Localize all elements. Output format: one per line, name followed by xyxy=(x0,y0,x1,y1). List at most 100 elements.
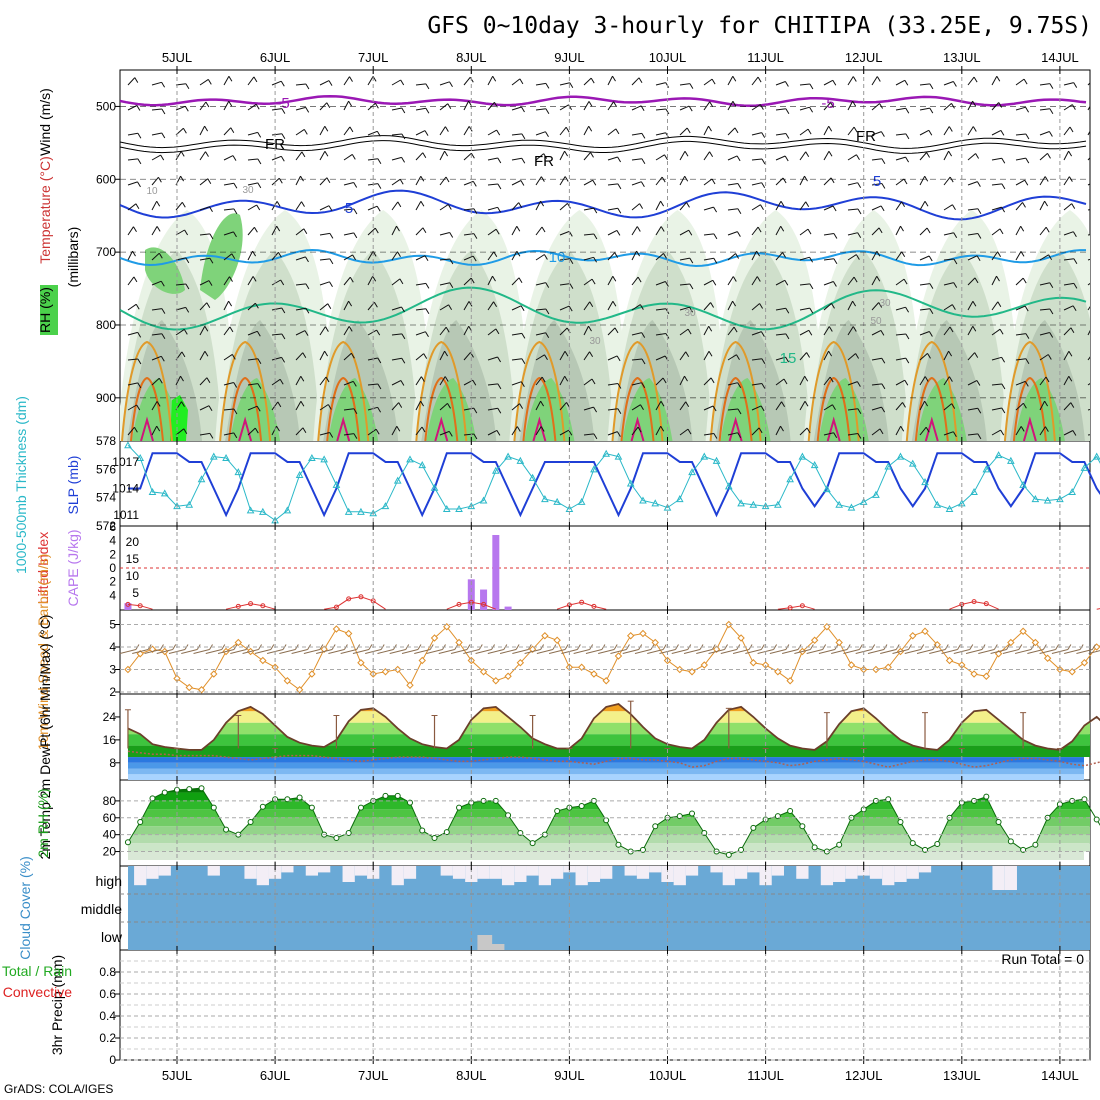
y-tick-label: 16 xyxy=(103,733,117,747)
wind-barb xyxy=(655,281,666,286)
wind-barb-feather xyxy=(612,75,616,82)
wind-barb xyxy=(607,431,618,436)
wind-barb xyxy=(655,108,666,111)
thickness-point xyxy=(835,500,844,508)
rh-shade xyxy=(145,247,185,294)
wind-barb xyxy=(607,156,618,161)
wind-barb xyxy=(319,151,326,161)
wind-barb xyxy=(151,200,158,211)
wind-barb xyxy=(247,405,258,411)
wind-barb xyxy=(727,408,739,411)
wind-barb-feather xyxy=(974,277,979,284)
wind-barb xyxy=(1039,426,1046,436)
wind-barb-feather xyxy=(161,82,166,88)
thickness-point xyxy=(393,476,402,484)
wind-barb-feather xyxy=(444,376,449,382)
wind-speed-point xyxy=(884,663,892,671)
wind-barb-feather xyxy=(424,255,429,261)
wind-barb xyxy=(151,355,162,361)
wind-barb-feather xyxy=(422,227,427,234)
y-tick-label: 0.8 xyxy=(99,965,116,979)
wind-barb-feather xyxy=(831,303,835,309)
wind-barb-feather xyxy=(520,180,525,186)
wind-barb-feather xyxy=(376,131,381,137)
wind-speed-point xyxy=(933,641,941,649)
precip-ylabel: 3hr Precip (mm) xyxy=(49,955,65,1055)
y-tick-label: 2 xyxy=(109,575,116,589)
wind-barb xyxy=(343,380,354,386)
wind-barb-feather xyxy=(1044,426,1049,432)
wind-barb-feather xyxy=(588,325,592,332)
wind-barb-feather xyxy=(398,402,403,408)
temp-contour-25 xyxy=(228,376,263,441)
wind-barb-feather xyxy=(684,151,689,157)
wind-barb xyxy=(871,329,882,336)
y-tick-label: 15 xyxy=(126,552,140,566)
thickness-point xyxy=(577,497,586,505)
lifted-index-point xyxy=(983,601,989,607)
wind-barb-feather xyxy=(281,108,286,114)
wind-barb xyxy=(511,305,522,311)
wind-barb-feather xyxy=(640,181,645,187)
wind-barb-feather xyxy=(757,76,762,83)
wind-barb xyxy=(967,277,976,286)
thickness-point xyxy=(295,470,304,478)
wind-barb xyxy=(1039,282,1050,286)
wind-barb xyxy=(487,129,497,136)
wind-barb xyxy=(943,403,953,411)
wind-barb-10m xyxy=(242,649,259,654)
wind-barb-10m xyxy=(1076,649,1093,654)
rh-point xyxy=(186,786,193,793)
thickness-point xyxy=(724,482,733,490)
wind-barb xyxy=(991,129,1002,136)
wind-barb-feather xyxy=(232,155,237,161)
wind-barb xyxy=(823,404,833,411)
wind-barb xyxy=(391,201,399,211)
rh-point xyxy=(259,803,266,810)
wind-barb xyxy=(319,303,329,311)
precip-legend-convective: Convective xyxy=(3,984,72,1000)
wind-barb xyxy=(943,304,953,311)
wind-barb xyxy=(439,326,447,336)
wind-barb xyxy=(271,401,279,411)
wind-barb-feather xyxy=(185,83,190,89)
wind-barb xyxy=(967,352,976,361)
wind-barb-feather xyxy=(352,254,357,261)
wind-barb xyxy=(271,177,280,186)
wind-barb-feather xyxy=(617,183,622,190)
wind-barb-feather xyxy=(492,75,497,82)
y-tick-label: 0.6 xyxy=(99,987,116,1001)
wind-barb-feather xyxy=(1072,430,1077,436)
temp-contour-30 xyxy=(140,416,154,441)
wind-barb-feather xyxy=(1070,402,1075,408)
wind-barb xyxy=(463,233,474,236)
wind-barb-feather xyxy=(497,207,502,213)
wind-barb-feather xyxy=(276,201,281,207)
wind-barb xyxy=(919,175,926,186)
y-tick-label: 80 xyxy=(103,794,117,808)
run-total-annotation: Run Total = 0 xyxy=(1001,951,1084,967)
wind-barb-feather xyxy=(997,301,1002,308)
wind-barb xyxy=(799,201,807,211)
wind-barb xyxy=(127,276,135,286)
wind-barb xyxy=(511,358,522,361)
wind-barb-10m xyxy=(279,649,296,654)
wind-barb-feather xyxy=(852,300,857,307)
wind-barb-10m xyxy=(217,649,235,654)
wind-barb-10m-feather xyxy=(319,644,324,650)
wind-barb-feather xyxy=(710,377,715,384)
wind-barb xyxy=(343,433,354,436)
wind-barb xyxy=(847,254,857,261)
wind-barb xyxy=(391,79,401,86)
wind-barb xyxy=(1063,126,1071,136)
wind-barb-feather xyxy=(1073,258,1078,265)
wind-barb-feather xyxy=(613,101,618,107)
wind-barb-feather xyxy=(924,175,929,182)
day-gridlines xyxy=(176,66,1061,1064)
temperature-contour xyxy=(120,135,1087,149)
thickness-point xyxy=(1007,456,1015,464)
date-label-top: 9JUL xyxy=(554,50,584,65)
wind-barb-feather xyxy=(564,176,569,182)
high-cloud-gap xyxy=(551,866,564,879)
